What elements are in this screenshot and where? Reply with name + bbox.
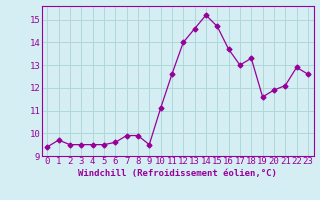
X-axis label: Windchill (Refroidissement éolien,°C): Windchill (Refroidissement éolien,°C) [78,169,277,178]
